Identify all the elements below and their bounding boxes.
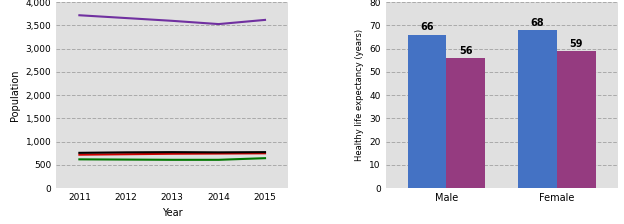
5 - 11 years [168,151,176,153]
Text: 68: 68 [531,18,545,28]
18 - 24 years [261,19,269,21]
Bar [447,58,485,188]
Y-axis label: Population: Population [10,69,20,121]
0 - 4 years [168,152,176,155]
18 - 24 years [122,17,130,19]
5 - 11 years [215,151,222,154]
12 - 17 years [261,157,269,159]
0 - 4 years [122,153,130,156]
Text: 56: 56 [459,46,472,56]
X-axis label: Year: Year [162,208,182,218]
Line: 12 - 17 years: 12 - 17 years [79,158,265,160]
18 - 24 years [76,14,83,17]
12 - 17 years [168,158,176,161]
5 - 11 years [122,151,130,154]
5 - 11 years [261,151,269,153]
Y-axis label: Healthy life expectancy (years): Healthy life expectancy (years) [355,29,364,161]
Bar [557,51,596,188]
Text: 66: 66 [421,22,434,32]
18 - 24 years [168,19,176,22]
Line: 0 - 4 years: 0 - 4 years [79,153,265,155]
Bar [519,30,557,188]
12 - 17 years [122,158,130,161]
0 - 4 years [261,152,269,155]
12 - 17 years [215,158,222,161]
Line: 18 - 24 years: 18 - 24 years [79,15,265,24]
5 - 11 years [76,151,83,154]
18 - 24 years [215,23,222,26]
0 - 4 years [76,153,83,156]
12 - 17 years [76,158,83,161]
Bar [408,35,447,188]
Text: 59: 59 [570,39,583,49]
Line: 5 - 11 years: 5 - 11 years [79,152,265,153]
0 - 4 years [215,152,222,155]
